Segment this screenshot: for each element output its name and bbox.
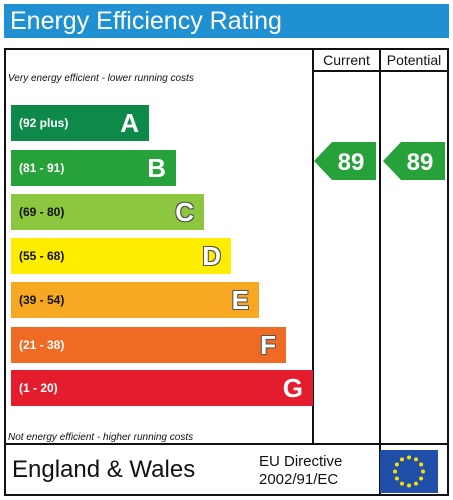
- band-range-label: (92 plus): [19, 116, 69, 130]
- band-letter: A: [120, 108, 139, 138]
- band-a: (92 plus) A: [11, 105, 149, 141]
- band-letter: B: [147, 153, 166, 183]
- eu-star: [393, 469, 397, 474]
- eu-star: [419, 476, 424, 481]
- band-range-label: (81 - 91): [19, 161, 65, 175]
- bottom-note: Not energy efficient - higher running co…: [8, 432, 194, 443]
- potential-rating-arrow: 89: [383, 142, 445, 180]
- directive-line-2: 2002/91/EC: [259, 471, 339, 488]
- band-letter: G: [282, 373, 303, 403]
- band-c: (69 - 80) C: [11, 194, 204, 230]
- current-rating-value: 89: [338, 149, 365, 176]
- country-label: England & Wales: [12, 456, 196, 483]
- eu-star: [407, 483, 411, 488]
- chart-frame: [4, 48, 449, 445]
- directive-label: EU Directive 2002/91/EC: [259, 453, 342, 489]
- band-letter: E: [231, 285, 249, 315]
- band-letter: D: [202, 241, 221, 271]
- eu-star: [414, 457, 418, 462]
- eu-star: [421, 469, 425, 474]
- band-range-label: (55 - 68): [19, 249, 65, 263]
- potential-rating-value: 89: [407, 149, 434, 176]
- band-range-label: (69 - 80): [19, 205, 65, 219]
- band-e: (39 - 54) E: [11, 282, 259, 318]
- band-f: (21 - 38) F: [11, 327, 286, 363]
- eu-star: [394, 476, 399, 481]
- directive-line-1: EU Directive: [259, 453, 343, 470]
- column-divider-potential: [379, 48, 381, 445]
- band-letter: F: [260, 330, 276, 360]
- column-header-current: Current: [323, 52, 370, 68]
- band-d: (55 - 68) D: [11, 238, 231, 274]
- current-rating-arrow: 89: [314, 142, 376, 180]
- eu-star: [407, 455, 411, 460]
- column-header-potential: Potential: [386, 52, 442, 68]
- band-range-label: (39 - 54): [19, 293, 65, 307]
- band-g: (1 - 20) G: [11, 370, 313, 406]
- top-note: Very energy efficient - lower running co…: [8, 73, 194, 84]
- column-divider-current: [312, 48, 314, 445]
- eu-star: [400, 481, 404, 486]
- footer: [4, 445, 449, 496]
- band-range-label: (1 - 20): [19, 381, 58, 395]
- band-b: (81 - 91) B: [11, 150, 176, 186]
- title-bar: Energy Efficiency Rating: [4, 4, 449, 38]
- eu-star: [419, 462, 424, 467]
- page-title: Energy Efficiency Rating: [10, 7, 282, 35]
- header-divider: [312, 70, 447, 72]
- band-letter: C: [175, 197, 194, 227]
- eu-star: [400, 457, 404, 462]
- eu-flag-icon: [380, 450, 438, 493]
- eu-star: [414, 481, 418, 486]
- eu-star: [394, 462, 399, 467]
- band-range-label: (21 - 38): [19, 338, 65, 352]
